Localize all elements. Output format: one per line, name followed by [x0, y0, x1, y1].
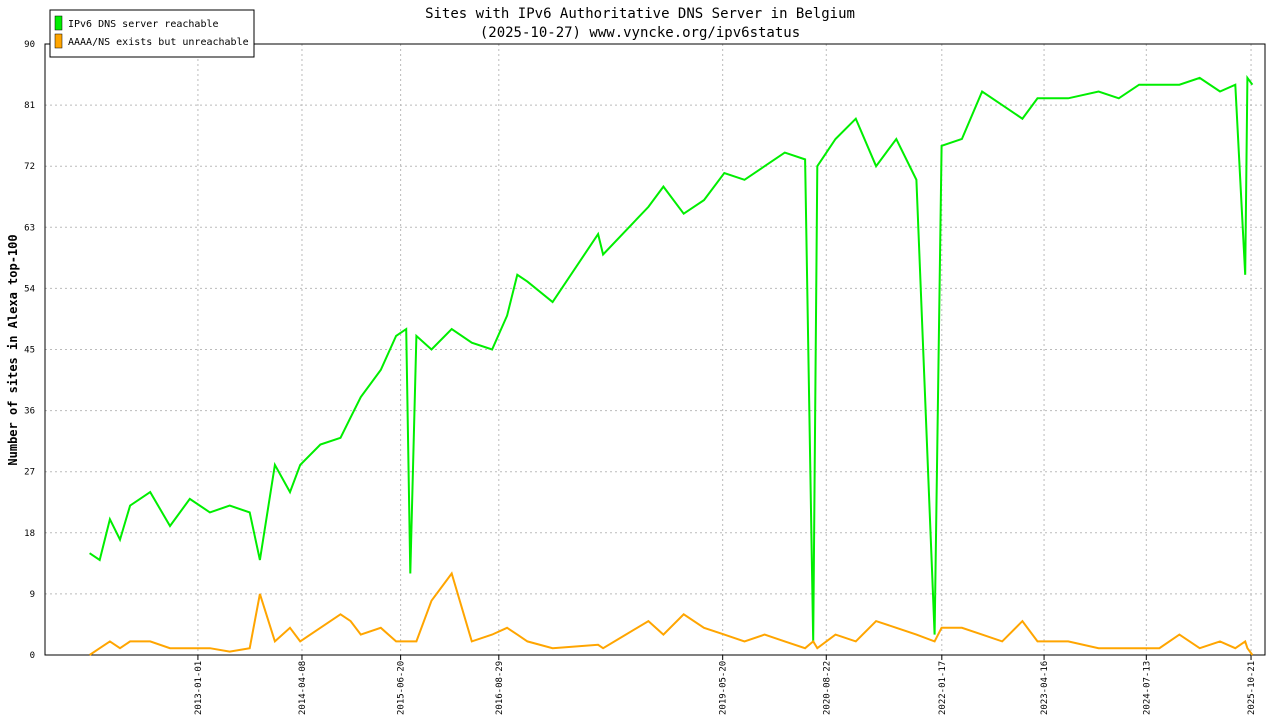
legend-label: IPv6 DNS server reachable [68, 19, 219, 30]
series-line [89, 571, 1254, 656]
y-tick-label: 45 [24, 346, 35, 356]
y-tick-label: 81 [24, 101, 35, 111]
legend-swatch [54, 15, 63, 31]
y-tick-label: 63 [24, 223, 35, 233]
chart-title: Sites with IPv6 Authoritative DNS Server… [425, 6, 855, 22]
legend-box [49, 9, 255, 58]
x-tick-label: 2023-04-16 [1040, 661, 1050, 715]
y-tick-label: 72 [24, 162, 35, 172]
x-tick-label: 2015-06-20 [397, 661, 407, 715]
x-tick-label: 2013-01-01 [194, 661, 204, 715]
y-tick-label: 90 [24, 40, 35, 50]
y-tick-label: 54 [24, 284, 35, 294]
y-tick-label: 27 [24, 468, 35, 478]
legend-label: AAAA/NS exists but unreachable [68, 37, 249, 48]
x-tick-label: 2022-01-17 [938, 661, 948, 715]
y-tick-label: 18 [24, 529, 35, 539]
series-line [89, 74, 1254, 642]
x-tick-label: 2019-05-20 [719, 661, 729, 715]
y-tick-label: 0 [30, 651, 35, 661]
y-tick-label: 9 [30, 590, 35, 600]
chart-subtitle: (2025-10-27) www.vyncke.org/ipv6status [480, 25, 800, 41]
y-axis-label: Number of sites in Alexa top-100 [6, 234, 20, 465]
plot-frame [44, 43, 1266, 656]
x-tick-label: 2014-04-08 [298, 661, 308, 715]
x-tick-label: 2016-08-29 [495, 661, 505, 715]
x-tick-label: 2024-07-13 [1142, 661, 1152, 715]
y-tick-label: 36 [24, 407, 35, 417]
x-tick-label: 2020-08-22 [822, 661, 832, 715]
legend-swatch [54, 33, 63, 49]
x-tick-label: 2025-10-21 [1247, 661, 1257, 715]
